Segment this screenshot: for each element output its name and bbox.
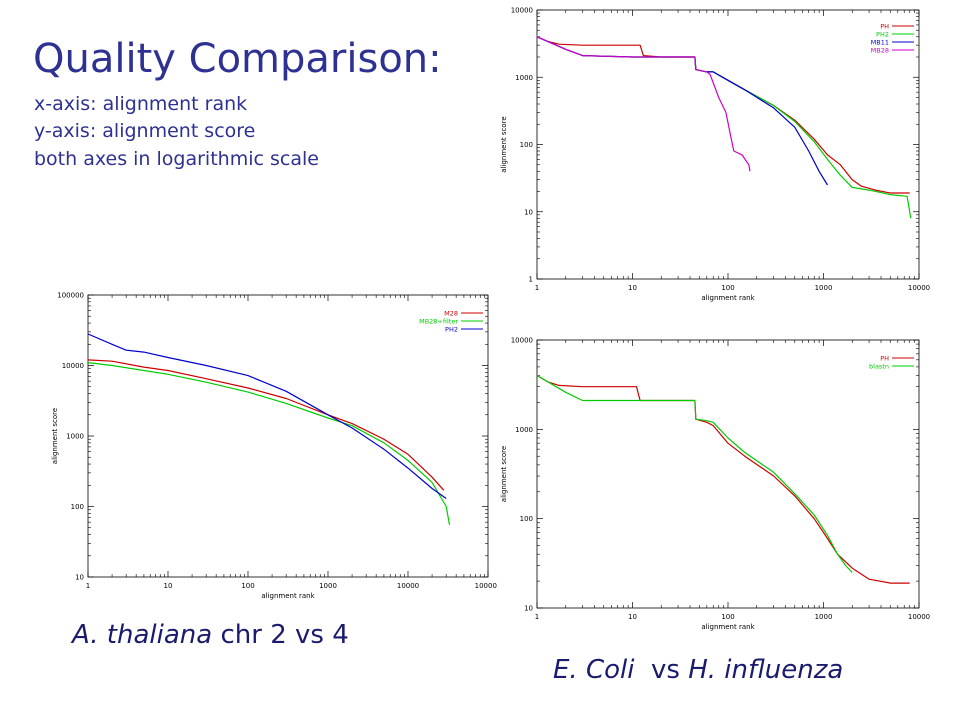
y-axis-label: alignment score (500, 446, 508, 502)
x-tick-label: 10000 (397, 582, 419, 590)
y-tick-label: 100 (520, 141, 533, 149)
subtitle-line-log: both axes in logarithmic scale (34, 148, 319, 170)
plot-frame (536, 339, 920, 609)
legend-label: PH (880, 355, 889, 363)
subtitle-line-y: y-axis: alignment score (34, 120, 256, 142)
y-tick-label: 10 (524, 208, 533, 216)
x-tick-label: 1 (535, 284, 539, 292)
legend-label: MB28 (871, 47, 889, 55)
x-tick-label: 1000 (815, 284, 833, 292)
x-tick-label: 1 (86, 582, 90, 590)
series-line-mb28-filter (87, 362, 451, 525)
legend-label: PH2 (445, 326, 458, 334)
x-tick-label: 10000 (908, 613, 930, 621)
series-line-mb28 (536, 36, 751, 172)
caption-left-rest: chr 2 vs 4 (212, 620, 349, 650)
x-axis-label: alignment rank (261, 592, 315, 600)
x-tick-label: 10 (628, 613, 637, 621)
legend-label: PH (880, 23, 889, 31)
y-tick-label: 10000 (511, 7, 533, 15)
caption-left: A. thaliana chr 2 vs 4 (72, 620, 349, 650)
y-axis-label: alignment score (500, 116, 508, 172)
x-tick-label: 100 (241, 582, 254, 590)
series-line-blastn (536, 374, 853, 573)
y-tick-label: 100000 (57, 292, 84, 300)
series-line-ph2 (87, 333, 447, 499)
y-axis-label: alignment score (51, 408, 59, 464)
x-tick-label: 1000 (815, 613, 833, 621)
series-line-ph (536, 374, 910, 584)
y-tick-label: 10 (75, 574, 84, 582)
x-axis-label: alignment rank (701, 623, 755, 631)
caption-right-species-2: H. influenza (688, 655, 844, 685)
y-tick-label: 10 (524, 605, 533, 613)
subtitle-line-x: x-axis: alignment rank (34, 93, 248, 115)
x-tick-label: 100 (721, 284, 734, 292)
x-axis-label: alignment rank (701, 294, 755, 302)
legend-label: MB28+filter (419, 318, 458, 326)
y-tick-label: 100 (71, 503, 84, 511)
chart-top-right: 1 10 100 1000 10000 1 10 100 1000 10000 alignment … (497, 0, 942, 310)
y-tick-label: 1000 (515, 74, 533, 82)
y-tick-label: 1000 (515, 426, 533, 434)
legend-label: PH2 (876, 31, 889, 39)
legend-label: MB11 (871, 39, 889, 47)
x-tick-label: 10000 (908, 284, 930, 292)
x-tick-label: 10 (164, 582, 173, 590)
x-tick-label: 1 (535, 613, 539, 621)
caption-right-vs: vs (634, 655, 689, 685)
y-tick-label: 10000 (511, 337, 533, 345)
x-tick-label: 10 (628, 284, 637, 292)
plot-frame (536, 9, 920, 280)
legend-label: blastn (869, 363, 889, 371)
x-tick-label: 100000 (475, 582, 502, 590)
caption-right-species-1: E. Coli (553, 655, 635, 685)
y-tick-label: 100 (520, 515, 533, 523)
plot-frame (87, 294, 489, 578)
series-line-m28 (87, 359, 445, 491)
x-tick-label: 100 (721, 613, 734, 621)
x-tick-label: 1000 (319, 582, 337, 590)
slide-title: Quality Comparison: (33, 36, 442, 82)
caption-right: E. Coli vs H. influenza (553, 655, 843, 685)
caption-left-species: A. thaliana (72, 620, 213, 650)
y-tick-label: 10000 (62, 362, 84, 370)
legend-label: M28 (444, 310, 458, 318)
y-tick-label: 1 (529, 276, 533, 284)
y-tick-label: 1000 (66, 433, 84, 441)
chart-left: 1 10 100 1000 10000 1000001010010001000010000… (30, 280, 502, 615)
